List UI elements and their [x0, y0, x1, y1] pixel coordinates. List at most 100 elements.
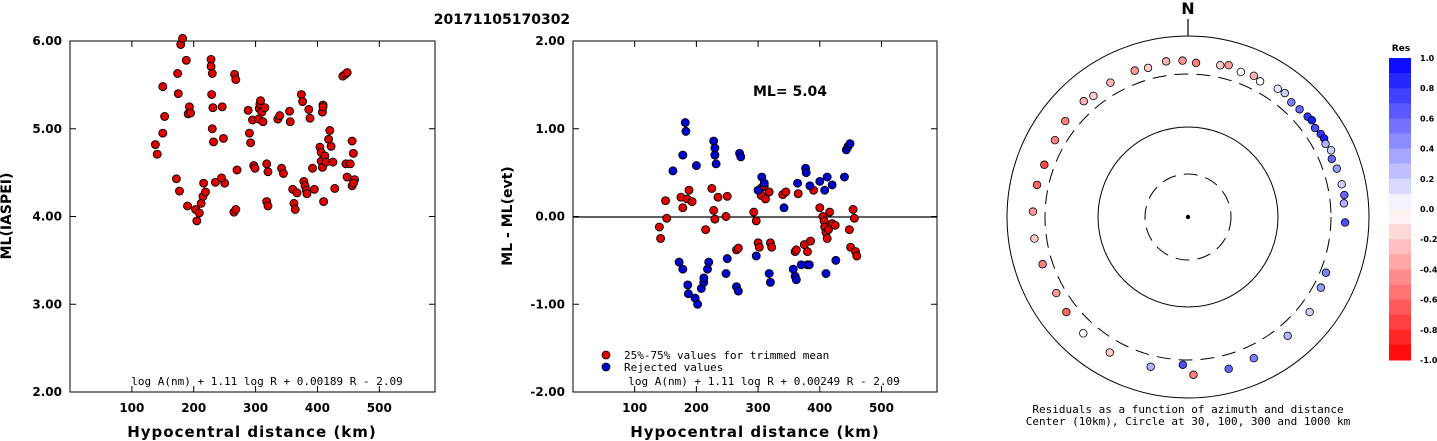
data-point [318, 102, 328, 112]
axis-ticks: 100 200 300 400 500 -2.00 -1.00 0.00 1.00 2.00 [530, 34, 937, 415]
data-point [181, 55, 191, 65]
data-point [326, 141, 336, 151]
data-point [764, 187, 774, 197]
data-point [805, 181, 815, 191]
colorbar-tick-label: -1.0 [1420, 356, 1437, 365]
data-point [674, 257, 684, 267]
data-point [801, 168, 811, 178]
station-point [1249, 354, 1259, 363]
ml-vs-distance-panel: ML(IASPEI) Hypocentral distance (km) log… [0, 33, 436, 441]
colorbar-cell [1389, 269, 1411, 285]
colorbar-tick-label: 1.0 [1420, 54, 1435, 63]
data-point [654, 222, 664, 232]
data-point [330, 183, 340, 193]
data-point [171, 174, 181, 184]
data-point [678, 203, 688, 213]
station-point [1295, 105, 1304, 114]
colorbar-cell [1389, 329, 1411, 346]
station-point [1061, 116, 1070, 126]
y-tick-label: -2.00 [530, 385, 565, 399]
ring-1000km [1006, 35, 1370, 399]
data-point [175, 186, 184, 196]
data-point [244, 128, 254, 138]
data-point [192, 216, 202, 226]
station-point [1340, 218, 1350, 227]
colorbar-tick-label: -0.4 [1420, 265, 1437, 274]
data-point [733, 243, 743, 253]
x-tick-label: 100 [622, 401, 647, 415]
data-point [691, 161, 701, 171]
station-point [1032, 180, 1042, 190]
station-points [1028, 56, 1350, 379]
formula-text: log A(nm) + 1.11 log R + 0.00249 R - 2.0… [628, 375, 900, 388]
colorbar-cell [1389, 163, 1411, 180]
x-tick-label: 500 [869, 401, 894, 415]
data-point [722, 254, 732, 264]
data-point [275, 111, 285, 121]
data-point [751, 251, 761, 261]
colorbar-cell [1389, 193, 1411, 210]
colorbar-labels: 1.0 0.8 0.6 0.4 0.2 0.0 -0.2 -0.4 -0.6 -0.8 -1.0 [1420, 54, 1437, 365]
data-point [765, 277, 775, 287]
station-point [1340, 190, 1349, 200]
data-point [815, 176, 825, 186]
data-point [325, 126, 335, 135]
colorbar-tick-label: 0.6 [1420, 114, 1435, 123]
data-point [305, 113, 315, 123]
data-point [158, 82, 168, 92]
ring-300km [1044, 73, 1332, 361]
data-point [183, 201, 192, 211]
data-point [821, 269, 831, 278]
y-tick-label: 3.00 [32, 297, 62, 311]
station-point [1130, 66, 1139, 75]
data-point [342, 172, 352, 182]
data-point [761, 194, 770, 204]
station-point [1305, 307, 1314, 317]
data-point [713, 192, 723, 202]
data-point [701, 225, 711, 235]
colorbar-cell [1389, 148, 1411, 165]
colorbar-tick-label: 0.8 [1420, 84, 1435, 93]
data-point [845, 139, 855, 149]
colorbar-cell [1389, 88, 1411, 104]
data-point [201, 187, 210, 197]
data-point [749, 207, 759, 217]
data-point [210, 177, 220, 187]
data-point [764, 269, 774, 278]
data-point [733, 286, 743, 296]
data-point [668, 166, 678, 176]
y-tick-label: 2.00 [32, 385, 62, 399]
station-point [1339, 199, 1349, 208]
data-point [820, 185, 830, 195]
data-point [721, 269, 731, 278]
y-tick-label: 2.00 [535, 34, 565, 48]
data-point [662, 213, 672, 223]
colorbar-cell [1389, 118, 1411, 134]
colorbar-cell [1389, 284, 1411, 301]
data-point [802, 247, 812, 257]
station-point [1216, 61, 1225, 70]
data-point [759, 178, 769, 188]
station-point [1106, 78, 1115, 87]
y-tick-label: 6.00 [32, 34, 62, 48]
data-point [217, 102, 227, 112]
data-point [849, 213, 859, 223]
colorbar-tick-label: 0.4 [1420, 145, 1435, 154]
data-point [699, 273, 709, 283]
data-point [831, 255, 841, 265]
caption-line-1: Residuals as a function of azimuth and d… [1032, 403, 1343, 416]
x-tick-label: 200 [181, 401, 206, 415]
data-point [186, 108, 196, 118]
data-point [256, 96, 265, 106]
data-point [815, 203, 825, 213]
legend-label-trimmed: 25%-75% values for trimmed mean [624, 349, 829, 362]
y-tick-label: 5.00 [32, 122, 62, 136]
data-point [243, 105, 253, 115]
station-point [1028, 207, 1038, 216]
data-point [218, 133, 228, 143]
legend-marker-trimmed [601, 350, 611, 360]
station-point [1062, 307, 1071, 317]
data-point [173, 89, 183, 99]
data-point [207, 124, 217, 134]
data-point [830, 220, 840, 230]
